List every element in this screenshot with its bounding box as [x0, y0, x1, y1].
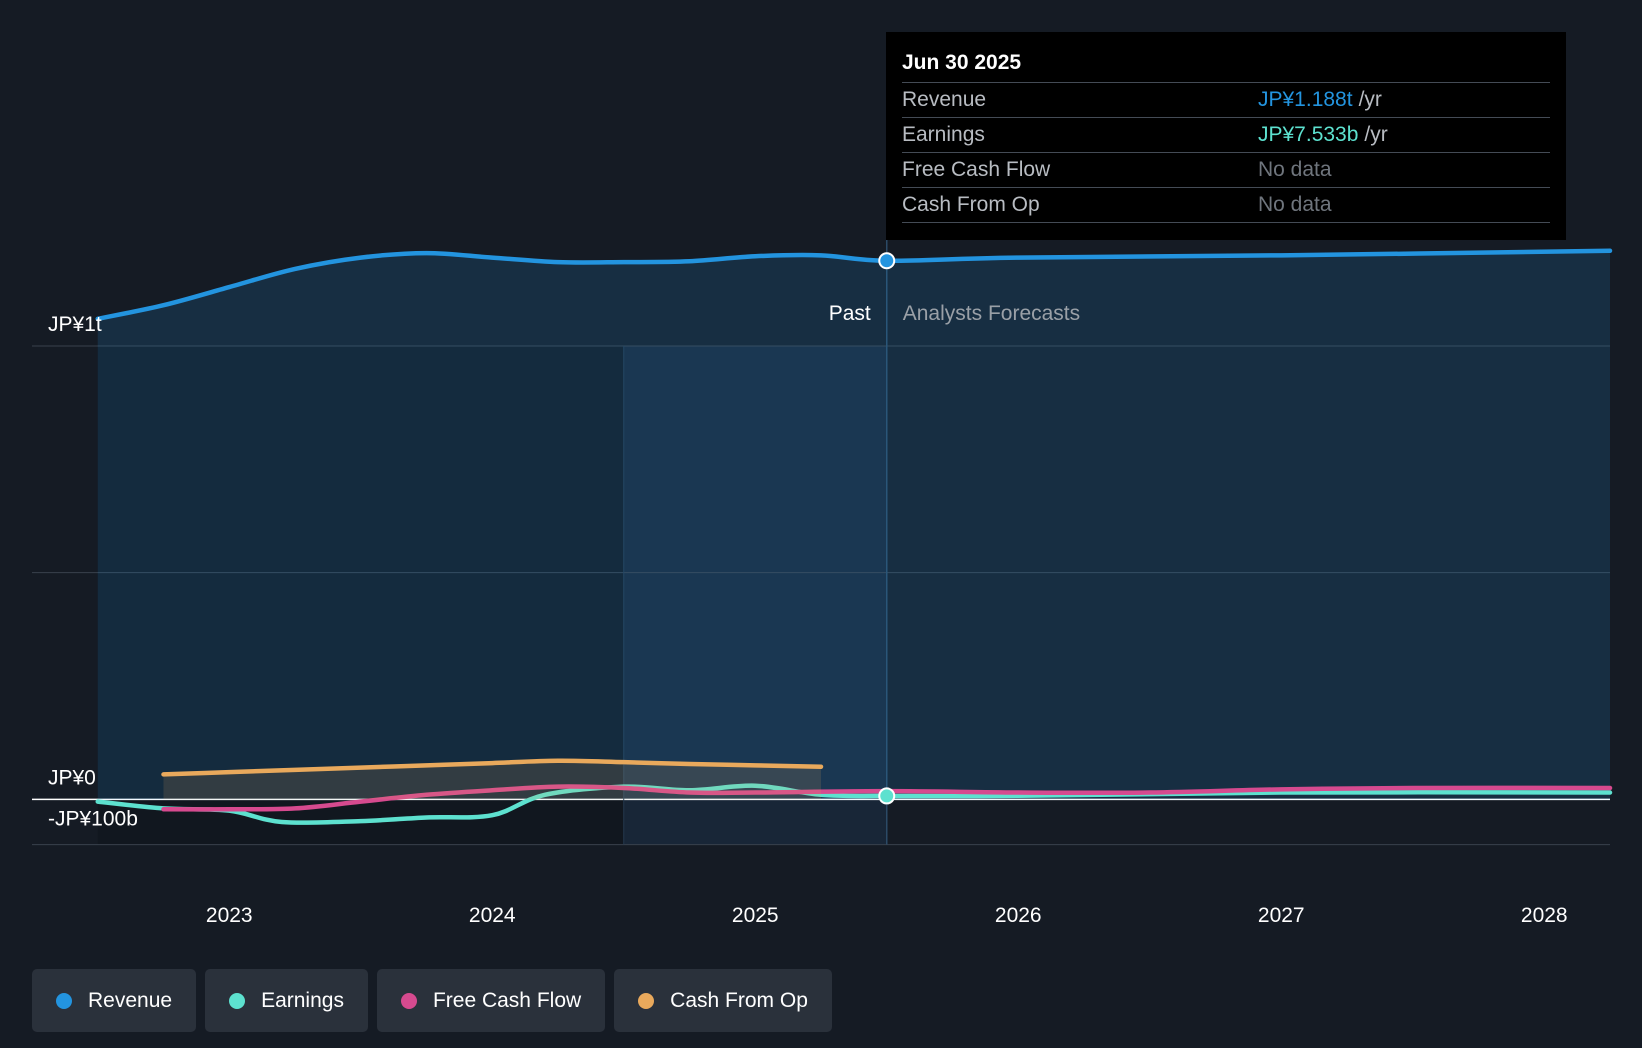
legend-item-revenue[interactable]: Revenue: [32, 969, 197, 1032]
revenue-dot-icon: [56, 992, 72, 1009]
tooltip-value: JP¥1.188t: [1258, 88, 1353, 111]
free-cash-flow-line: [161, 784, 1613, 812]
tooltip-row-earnings: Earnings JP¥7.533b /yr: [902, 117, 1550, 152]
earnings-marker: [878, 787, 896, 805]
legend-label: Free Cash Flow: [432, 988, 582, 1012]
tooltip-name: Cash From Op: [902, 193, 1040, 216]
free-cash-flow-dot-icon: [400, 992, 417, 1009]
legend-label: Earnings: [261, 988, 344, 1012]
x-tick-label: 2027: [1258, 904, 1305, 927]
cash-from-op-line: [161, 758, 824, 777]
x-tick-label: 2023: [206, 904, 253, 927]
earnings-dot-icon: [229, 992, 246, 1009]
y-axis-label: -JP¥100b: [48, 807, 138, 830]
cash-from-op-dot-icon: [638, 992, 655, 1009]
y-axis-label: JP¥0: [48, 766, 96, 789]
tooltip-date: Jun 30 2025: [902, 51, 1022, 74]
tooltip-value: JP¥7.533b: [1258, 123, 1359, 146]
past-label: Past: [829, 302, 871, 325]
tooltip-value: No data: [1258, 193, 1332, 216]
tooltip-name: Earnings: [902, 123, 985, 146]
tooltip-unit: /yr: [1364, 123, 1388, 146]
revenue-line: [95, 248, 1613, 322]
tooltip-row-free-cash-flow: Free Cash Flow No data: [902, 152, 1550, 187]
forecast-label: Analysts Forecasts: [903, 302, 1080, 325]
legend-item-cash-from-op[interactable]: Cash From Op: [614, 969, 832, 1032]
legend-label: Cash From Op: [670, 988, 808, 1012]
tooltip: Jun 30 2025 Revenue JP¥1.188t /yr Earnin…: [886, 32, 1566, 240]
tooltip-row-cash-from-op: Cash From Op No data: [902, 187, 1550, 223]
revenue-marker: [878, 252, 896, 270]
x-tick-label: 2025: [732, 904, 779, 927]
legend-label: Revenue: [88, 988, 173, 1012]
tooltip-name: Revenue: [902, 88, 987, 111]
tooltip-name: Free Cash Flow: [902, 158, 1051, 181]
x-tick-label: 2024: [469, 904, 516, 927]
revenue-area: [97, 250, 1610, 800]
legend-item-free-cash-flow[interactable]: Free Cash Flow: [376, 969, 606, 1032]
legend: Revenue Earnings Free Cash Flow Cash Fro…: [32, 969, 832, 1032]
y-axis-label: JP¥1t: [48, 313, 102, 336]
x-tick-label: 2028: [1521, 904, 1568, 927]
tooltip-value: No data: [1258, 158, 1332, 181]
tooltip-row-revenue: Revenue JP¥1.188t /yr: [902, 82, 1550, 117]
tooltip-unit: /yr: [1358, 88, 1382, 111]
legend-item-earnings[interactable]: Earnings: [205, 969, 368, 1032]
x-tick-label: 2026: [995, 904, 1042, 927]
